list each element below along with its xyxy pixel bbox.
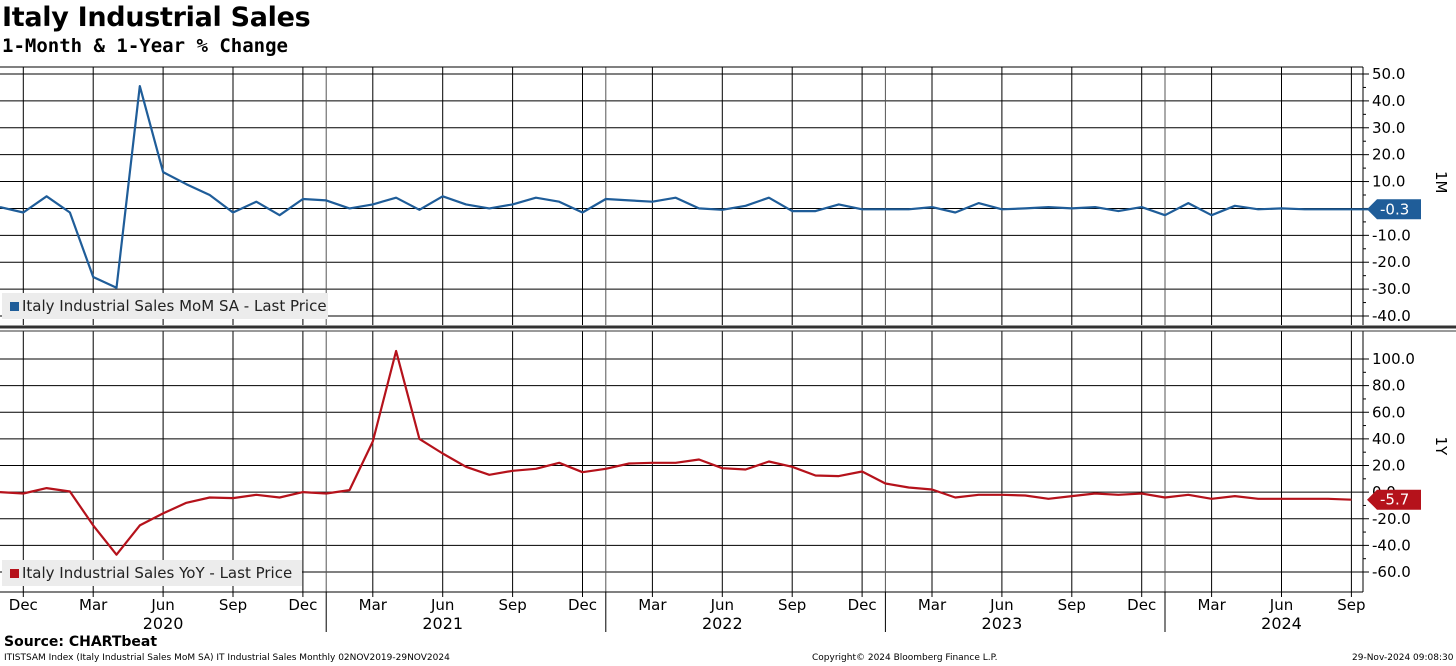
chart-subtitle: 1-Month & 1-Year % Change xyxy=(2,35,288,57)
legend-box xyxy=(2,293,328,319)
x-tick-label: Jun xyxy=(430,596,454,614)
series-line xyxy=(0,84,1398,289)
panel-label: 1Y xyxy=(1432,437,1450,457)
footer-index-description: ITISTSAM Index (Italy Industrial Sales M… xyxy=(4,653,450,663)
x-year-label: 2020 xyxy=(143,614,184,633)
legend-box xyxy=(2,560,302,586)
last-value-label: -0.3 xyxy=(1380,200,1409,218)
y-tick-label: -20.0 xyxy=(1372,253,1411,271)
y-tick-label: 40.0 xyxy=(1372,92,1405,110)
legend-swatch xyxy=(10,302,19,311)
y-tick-label: -40.0 xyxy=(1372,307,1411,325)
y-tick-label: 10.0 xyxy=(1372,173,1405,191)
x-year-label: 2021 xyxy=(422,614,463,633)
y-tick-label: -20.0 xyxy=(1372,510,1411,528)
x-tick-label: Jun xyxy=(989,596,1013,614)
x-tick-label: Jun xyxy=(150,596,174,614)
x-tick-label: Sep xyxy=(219,596,247,614)
x-tick-label: Sep xyxy=(1337,596,1365,614)
x-tick-label: Sep xyxy=(778,596,806,614)
x-tick-label: Mar xyxy=(638,596,667,614)
x-tick-label: Dec xyxy=(568,596,597,614)
legend-label: Italy Industrial Sales MoM SA - Last Pri… xyxy=(22,297,327,315)
x-year-label: 2022 xyxy=(702,614,743,633)
y-tick-label: 50.0 xyxy=(1372,65,1405,83)
y-tick-label: -40.0 xyxy=(1372,536,1411,554)
x-tick-label: Dec xyxy=(848,596,877,614)
x-tick-label: Jun xyxy=(710,596,734,614)
last-value-tag xyxy=(1367,199,1421,220)
x-tick-label: Dec xyxy=(1127,596,1156,614)
last-value-tag xyxy=(1367,489,1421,510)
y-tick-label: 30.0 xyxy=(1372,119,1405,137)
x-tick-label: Mar xyxy=(1197,596,1226,614)
x-tick-label: Sep xyxy=(1058,596,1086,614)
x-tick-label: Mar xyxy=(918,596,947,614)
x-tick-label: Jun xyxy=(1269,596,1293,614)
source-note: Source: CHARTbeat xyxy=(4,634,158,650)
legend-swatch xyxy=(10,569,19,578)
x-tick-label: Dec xyxy=(288,596,317,614)
y-tick-label: 20.0 xyxy=(1372,146,1405,164)
x-tick-label: Dec xyxy=(9,596,38,614)
y-tick-label: 20.0 xyxy=(1372,457,1405,475)
x-year-label: 2023 xyxy=(982,614,1023,633)
y-tick-label: -60.0 xyxy=(1372,563,1411,581)
footer-timestamp: 29-Nov-2024 09:08:30 xyxy=(1352,653,1454,663)
x-year-label: 2024 xyxy=(1261,614,1302,633)
x-tick-label: Sep xyxy=(498,596,526,614)
x-tick-label: Mar xyxy=(79,596,108,614)
y-tick-label: 80.0 xyxy=(1372,377,1405,395)
legend-label: Italy Industrial Sales YoY - Last Price xyxy=(22,564,292,582)
y-tick-label: -10.0 xyxy=(1372,226,1411,244)
x-tick-label: Mar xyxy=(359,596,388,614)
panel-label: 1M xyxy=(1432,171,1450,194)
footer-copyright: Copyright© 2024 Bloomberg Finance L.P. xyxy=(812,653,998,663)
chart-title: Italy Industrial Sales xyxy=(2,2,311,33)
y-tick-label: 60.0 xyxy=(1372,403,1405,421)
y-tick-label: 100.0 xyxy=(1372,350,1415,368)
y-tick-label: -30.0 xyxy=(1372,280,1411,298)
y-tick-label: 40.0 xyxy=(1372,430,1405,448)
last-value-label: -5.7 xyxy=(1380,491,1409,509)
series-line xyxy=(0,349,1352,556)
